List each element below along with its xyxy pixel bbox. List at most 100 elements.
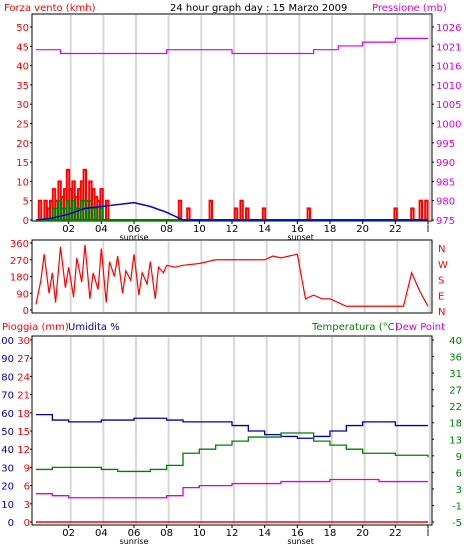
pressure-axis-ticks: 975 980 985 990 995 1000 1005 1010 1016 1021 1026 (432, 23, 461, 227)
humidity-tick-label: 80 (1, 372, 14, 383)
temperature-tick-label: 9 (456, 452, 462, 463)
rain-tick-label: 21 (17, 391, 30, 402)
time-tick-label: 18 (324, 528, 337, 539)
wind-average-line (35, 201, 428, 221)
temperature-title: Temperatura (°C) (311, 322, 399, 333)
time-tick-label: 08 (160, 224, 173, 235)
time-axis: 02 04 06 08 10 12 14 16 18 20 22 l sunrise sunset (62, 525, 429, 546)
temperature-tick-label: 6 (456, 468, 462, 479)
direction-tick-label: 360 (10, 239, 29, 250)
wind-tick-label: 40 (16, 62, 29, 73)
sunrise-label: sunrise (120, 233, 149, 242)
direction-axis-ticks: 0 90 180 270 360 (10, 239, 32, 317)
time-axis: 02 04 06 08 10 12 14 16 18 20 22 l sunrise sunset (62, 221, 429, 242)
time-tick-label: l (427, 224, 430, 235)
direction-tick-label: 180 (10, 273, 29, 284)
humidity-tick-label: 0 (8, 518, 14, 529)
humidity-tick-label: 60 (1, 409, 14, 420)
rain-tick-label: 9 (24, 463, 30, 474)
time-tick-label: 18 (324, 224, 337, 235)
compass-tick-label: E (438, 291, 444, 302)
time-tick-label: 22 (389, 224, 402, 235)
humidity-tick-label: 70 (1, 391, 14, 402)
dewpoint-title: Dew Point (395, 322, 445, 333)
temperature-tick-label: 27 (449, 386, 462, 397)
pressure-tick-label: 985 (436, 177, 455, 188)
pressure-tick-label: 1026 (436, 23, 461, 34)
rain-tick-label: 30 (17, 336, 30, 347)
humidity-tick-label: 10 (1, 500, 14, 511)
temperature-tick-label: 18 (449, 419, 462, 430)
temperature-tick-label: 31 (449, 369, 462, 380)
dewpoint-line (36, 478, 428, 499)
pressure-tick-label: 1005 (436, 100, 461, 111)
time-tick-label: 14 (258, 224, 271, 235)
graph-title: 24 hour graph day : 15 Marzo 2009 (170, 3, 347, 14)
rain-title: Pioggia (mm) (2, 322, 69, 333)
sunrise-label: sunrise (120, 537, 149, 546)
direction-tick-label: 0 (23, 306, 29, 317)
temperature-tick-label: 36 (449, 353, 462, 364)
humidity-tick-label: 100 (0, 336, 14, 347)
pressure-tick-label: 1016 (436, 62, 461, 73)
pressure-line (36, 37, 428, 55)
time-tick-label: 08 (160, 528, 173, 539)
time-tick-label: 02 (62, 528, 75, 539)
time-tick-label: 12 (226, 224, 239, 235)
temperature-tick-label: 3 (456, 485, 462, 496)
time-tick-label: l (427, 528, 430, 539)
time-tick-label: 10 (193, 224, 206, 235)
wind-tick-label: 10 (16, 177, 29, 188)
grid-lines (69, 337, 431, 524)
temperature-tick-label: 40 (449, 336, 462, 347)
temperature-tick-label: 13 (449, 435, 462, 446)
sunset-label: sunset (287, 233, 314, 242)
direction-tick-label: 270 (10, 256, 29, 267)
rain-tick-label: 24 (17, 372, 30, 383)
pressure-tick-label: 1000 (436, 120, 461, 131)
sunset-label: sunset (287, 537, 314, 546)
rain-tick-label: 6 (24, 482, 30, 493)
wind-tick-label: 0 (23, 216, 29, 227)
humidity-tick-label: 40 (1, 445, 14, 456)
rain-tick-label: 15 (17, 427, 30, 438)
wind-tick-label: 35 (16, 81, 29, 92)
temperature-tick-label: 22 (449, 402, 462, 413)
temperature-tick-label: -5 (452, 518, 462, 529)
humidity-tick-label: 50 (1, 427, 14, 438)
time-tick-label: 06 (128, 528, 141, 539)
rain-tick-label: 12 (17, 445, 30, 456)
humidity-tick-label: 20 (1, 482, 14, 493)
direction-tick-label: 90 (16, 289, 29, 300)
wind-pressure-panel: 02 04 06 08 10 12 14 16 18 20 22 l sunrise sunset 0 5 10… (16, 13, 461, 242)
pressure-title: Pressione (mb) (372, 3, 447, 14)
pressure-tick-label: 980 (436, 197, 455, 208)
wind-tick-label: 25 (16, 120, 29, 131)
compass-tick-label: N (438, 244, 445, 255)
time-tick-label: 14 (258, 528, 271, 539)
time-tick-label: 20 (356, 528, 369, 539)
time-tick-label: 06 (128, 224, 141, 235)
time-tick-label: 20 (356, 224, 369, 235)
wind-tick-label: 50 (16, 23, 29, 34)
time-tick-label: 02 (62, 224, 75, 235)
rain-tick-label: 0 (24, 518, 30, 529)
rain-tick-label: 3 (24, 500, 30, 511)
pressure-tick-label: 1021 (436, 42, 461, 53)
wind-tick-label: 5 (23, 197, 29, 208)
time-tick-label: 16 (291, 528, 304, 539)
time-tick-label: 12 (226, 528, 239, 539)
temperature-line (36, 432, 429, 473)
time-tick-label: 16 (291, 224, 304, 235)
rain-tick-label: 27 (17, 354, 30, 365)
rain-tick-label: 18 (17, 409, 30, 420)
wind-axis-ticks: 0 5 10 15 20 25 30 35 40 45 50 (16, 23, 32, 227)
wind-tick-label: 20 (16, 139, 29, 150)
time-tick-label: 04 (95, 224, 108, 235)
humidity-tick-label: 30 (1, 463, 14, 474)
pressure-tick-label: 1010 (436, 81, 461, 92)
wind-tick-label: 45 (16, 42, 29, 53)
